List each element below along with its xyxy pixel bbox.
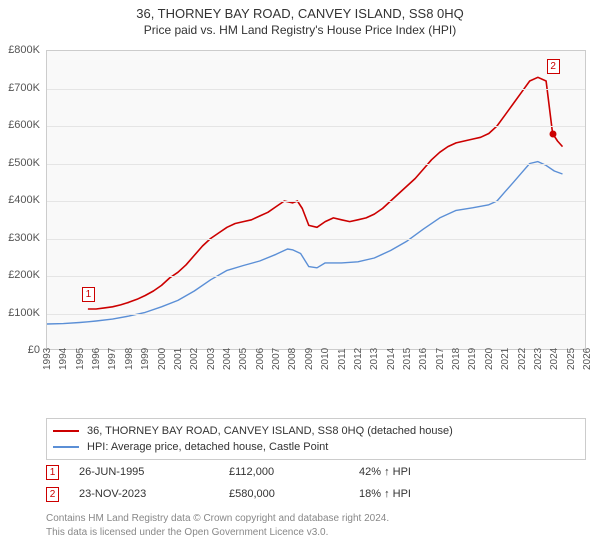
x-tick-label: 2003	[206, 348, 217, 370]
x-tick-label: 2016	[418, 348, 429, 370]
gridline	[47, 201, 585, 202]
datapoint-row: 1 26-JUN-1995 £112,000 42% ↑ HPI	[46, 462, 586, 482]
x-tick-label: 1998	[124, 348, 135, 370]
chart-container: 36, THORNEY BAY ROAD, CANVEY ISLAND, SS8…	[0, 0, 600, 560]
gridline	[47, 126, 585, 127]
x-tick-label: 2010	[320, 348, 331, 370]
x-tick-label: 2024	[549, 348, 560, 370]
chart-subtitle: Price paid vs. HM Land Registry's House …	[0, 23, 600, 37]
x-tick-label: 2017	[435, 348, 446, 370]
x-tick-label: 2007	[271, 348, 282, 370]
x-tick-label: 1996	[91, 348, 102, 370]
x-tick-label: 2022	[517, 348, 528, 370]
footer-line: This data is licensed under the Open Gov…	[46, 526, 586, 540]
legend-swatch	[53, 446, 79, 448]
y-tick-label: £0	[0, 344, 40, 356]
x-tick-label: 2026	[582, 348, 593, 370]
datapoint-price: £112,000	[229, 466, 359, 478]
x-tick-label: 2013	[369, 348, 380, 370]
x-tick-label: 2019	[467, 348, 478, 370]
x-tick-label: 2023	[533, 348, 544, 370]
y-tick-label: £200K	[0, 269, 40, 281]
chart-marker: 2	[547, 59, 560, 74]
datapoint-marker: 2	[46, 487, 59, 502]
x-tick-label: 1999	[140, 348, 151, 370]
datapoint-date: 26-JUN-1995	[79, 466, 229, 478]
legend-item: 36, THORNEY BAY ROAD, CANVEY ISLAND, SS8…	[53, 423, 579, 439]
y-tick-label: £800K	[0, 44, 40, 56]
series-end-dot	[549, 130, 556, 137]
x-tick-label: 2014	[386, 348, 397, 370]
y-tick-label: £500K	[0, 157, 40, 169]
x-tick-label: 1995	[75, 348, 86, 370]
y-tick-label: £300K	[0, 232, 40, 244]
y-tick-label: £700K	[0, 82, 40, 94]
datapoint-marker: 1	[46, 465, 59, 480]
x-tick-label: 2008	[287, 348, 298, 370]
legend-box: 36, THORNEY BAY ROAD, CANVEY ISLAND, SS8…	[46, 418, 586, 460]
chart-title: 36, THORNEY BAY ROAD, CANVEY ISLAND, SS8…	[0, 6, 600, 21]
datapoint-delta: 18% ↑ HPI	[359, 488, 411, 500]
datapoint-date: 23-NOV-2023	[79, 488, 229, 500]
gridline	[47, 89, 585, 90]
gridline	[47, 276, 585, 277]
x-tick-label: 2011	[337, 348, 348, 370]
datapoint-row: 2 23-NOV-2023 £580,000 18% ↑ HPI	[46, 484, 586, 504]
x-tick-label: 2009	[304, 348, 315, 370]
x-tick-label: 1997	[107, 348, 118, 370]
gridline	[47, 164, 585, 165]
gridline	[47, 314, 585, 315]
x-tick-label: 1994	[58, 348, 69, 370]
plot-area: 12	[46, 50, 586, 350]
x-tick-label: 2020	[484, 348, 495, 370]
datapoint-delta: 42% ↑ HPI	[359, 466, 411, 478]
titles: 36, THORNEY BAY ROAD, CANVEY ISLAND, SS8…	[0, 0, 600, 37]
gridline	[47, 239, 585, 240]
x-tick-label: 1993	[42, 348, 53, 370]
legend-label: 36, THORNEY BAY ROAD, CANVEY ISLAND, SS8…	[87, 425, 453, 437]
x-tick-label: 2025	[566, 348, 577, 370]
x-tick-label: 2002	[189, 348, 200, 370]
legend-item: HPI: Average price, detached house, Cast…	[53, 439, 579, 455]
series-line-property	[88, 77, 563, 309]
legend-label: HPI: Average price, detached house, Cast…	[87, 441, 328, 453]
chart-area: 12 1993199419951996199719981999200020012…	[46, 50, 586, 380]
footer-line: Contains HM Land Registry data © Crown c…	[46, 512, 586, 526]
series-line-hpi	[47, 162, 563, 324]
footer-attribution: Contains HM Land Registry data © Crown c…	[46, 512, 586, 539]
x-tick-label: 2001	[173, 348, 184, 370]
y-tick-label: £100K	[0, 307, 40, 319]
chart-marker: 1	[82, 287, 95, 302]
x-tick-label: 2005	[238, 348, 249, 370]
datapoints: 1 26-JUN-1995 £112,000 42% ↑ HPI 2 23-NO…	[46, 462, 586, 506]
x-tick-label: 2015	[402, 348, 413, 370]
x-tick-label: 2018	[451, 348, 462, 370]
y-tick-label: £400K	[0, 194, 40, 206]
x-tick-label: 2004	[222, 348, 233, 370]
legend-swatch	[53, 430, 79, 432]
x-tick-label: 2006	[255, 348, 266, 370]
x-tick-label: 2012	[353, 348, 364, 370]
x-tick-label: 2021	[500, 348, 511, 370]
x-tick-label: 2000	[157, 348, 168, 370]
y-tick-label: £600K	[0, 119, 40, 131]
datapoint-price: £580,000	[229, 488, 359, 500]
x-axis-labels: 1993199419951996199719981999200020012002…	[46, 350, 586, 380]
